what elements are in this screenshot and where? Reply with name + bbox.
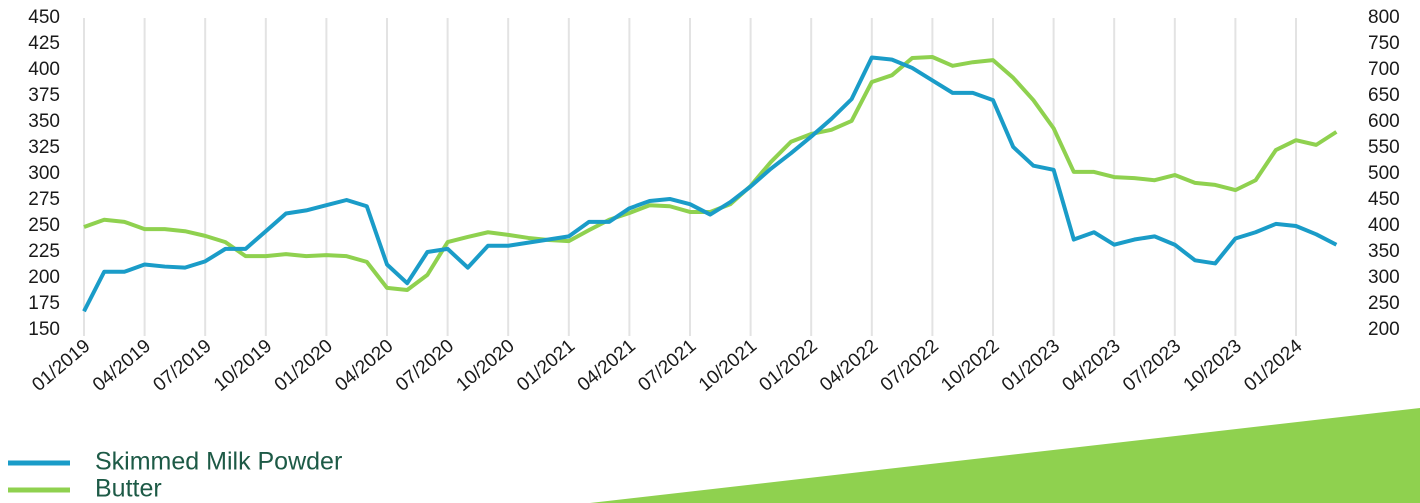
y2-tick-label: 300: [1368, 267, 1400, 288]
x-tick-label: 04/2021: [574, 336, 640, 396]
y-tick-label: 425: [28, 33, 60, 54]
x-tick-label: 01/2020: [271, 336, 337, 396]
y2-tick-label: 750: [1368, 33, 1400, 54]
series-line: [83, 55, 1338, 292]
y-tick-label: 300: [28, 163, 60, 184]
x-tick-label: 07/2021: [634, 336, 700, 396]
x-tick-label: 07/2020: [392, 336, 458, 396]
y-tick-label: 275: [28, 189, 60, 210]
x-tick-label: 04/2023: [1059, 336, 1125, 396]
x-tick-label: 01/2022: [756, 336, 822, 396]
y-tick-label: 150: [28, 319, 60, 340]
x-tick-label: 10/2019: [210, 336, 276, 396]
y-tick-label: 375: [28, 85, 60, 106]
x-tick-label: 07/2019: [150, 336, 216, 396]
y-tick-label: 200: [28, 267, 60, 288]
x-tick-label: 01/2019: [28, 336, 94, 396]
y2-tick-label: 450: [1368, 189, 1400, 210]
y2-tick-label: 200: [1368, 319, 1400, 340]
x-tick-label: 01/2021: [513, 336, 579, 396]
y2-tick-label: 700: [1368, 59, 1400, 80]
x-tick-label: 04/2022: [816, 336, 882, 396]
y-tick-label: 400: [28, 59, 60, 80]
y-tick-label: 250: [28, 215, 60, 236]
legend-label: Skimmed Milk Powder: [95, 448, 342, 476]
y2-tick-label: 500: [1368, 163, 1400, 184]
y2-tick-label: 650: [1368, 85, 1400, 106]
y2-tick-label: 550: [1368, 137, 1400, 158]
y2-tick-label: 250: [1368, 293, 1400, 314]
legend-label: Butter: [95, 475, 162, 503]
decor-wedge: [590, 408, 1420, 503]
y-tick-label: 325: [28, 137, 60, 158]
y-tick-label: 175: [28, 293, 60, 314]
x-tick-label: 10/2023: [1180, 336, 1246, 396]
x-tick-label: 04/2019: [89, 336, 155, 396]
series-line: [82, 55, 1338, 313]
x-tick-label: 07/2023: [1119, 336, 1185, 396]
y2-tick-label: 350: [1368, 241, 1400, 262]
x-tick-label: 10/2022: [937, 336, 1003, 396]
y-tick-label: 450: [28, 7, 60, 28]
y-tick-label: 225: [28, 241, 60, 262]
x-tick-label: 04/2020: [331, 336, 397, 396]
x-tick-label: 01/2023: [998, 336, 1064, 396]
x-tick-label: 07/2022: [877, 336, 943, 396]
x-tick-label: 01/2024: [1240, 335, 1306, 396]
y2-tick-label: 600: [1368, 111, 1400, 132]
y-tick-label: 350: [28, 111, 60, 132]
x-tick-label: 10/2020: [453, 336, 519, 396]
x-tick-label: 10/2021: [695, 336, 761, 396]
y2-tick-label: 800: [1368, 7, 1400, 28]
y2-tick-label: 400: [1368, 215, 1400, 236]
